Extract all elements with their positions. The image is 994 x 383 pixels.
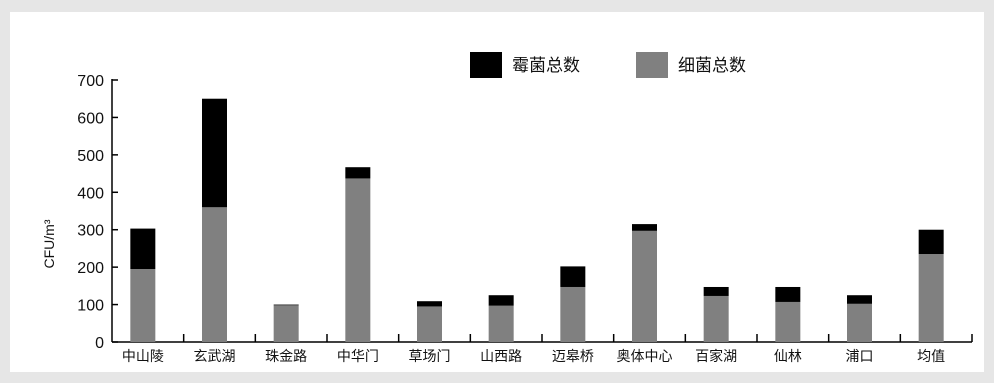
bar-bacteria-11	[918, 254, 944, 342]
category-label: 均值	[917, 349, 945, 365]
bar-mold-10	[847, 295, 872, 304]
y-ticks: 0 100 200 300 400 500 600 700	[77, 73, 118, 352]
legend-label: 霉菌总数	[512, 56, 580, 76]
y-tick-label: 300	[77, 223, 104, 240]
category-labels: 中山陵 玄武湖 珠金路 中华门 草场门 山西路 迈皋桥 奥体中心 百家湖 仙林 浦口 均值	[122, 348, 945, 365]
bar-bacteria-1	[202, 207, 227, 342]
bar-mold-1	[202, 98, 227, 208]
bar-bacteria-3	[345, 178, 371, 342]
y-axis-label: CFU/m³	[41, 219, 57, 268]
y-tick-label: 0	[95, 335, 104, 352]
category-label: 玄武湖	[194, 348, 236, 365]
bar-bacteria-4	[417, 306, 442, 342]
legend-swatch	[470, 52, 502, 78]
bar-mold-9	[775, 286, 801, 302]
y-tick-label: 400	[77, 185, 104, 202]
bar-mold-0	[130, 228, 156, 270]
y-tick-label: 600	[77, 110, 104, 127]
legend-label: 细菌总数	[678, 56, 746, 76]
bar-bacteria-8	[703, 295, 729, 342]
y-tick-label: 100	[77, 298, 104, 315]
category-label: 仙林	[774, 349, 802, 365]
y-tick-label: 200	[77, 260, 104, 277]
bar-mold-6	[560, 266, 586, 287]
bar-mold-8	[703, 286, 729, 296]
category-label: 迈皋桥	[552, 349, 594, 365]
bar-bacteria-0	[130, 269, 156, 342]
bar-mold-5	[488, 295, 514, 306]
bar-mold-2	[273, 304, 299, 306]
bar-bacteria-5	[488, 305, 514, 342]
category-label: 浦口	[846, 349, 874, 365]
bar-mold-3	[345, 167, 371, 179]
bar-bacteria-10	[847, 303, 872, 342]
bar-bacteria-7	[632, 230, 657, 342]
y-tick-label: 500	[77, 148, 104, 165]
bar-bacteria-6	[560, 286, 586, 342]
category-label: 草场门	[409, 349, 451, 365]
category-label: 珠金路	[265, 349, 307, 365]
legend: 霉菌总数 细菌总数	[470, 52, 746, 78]
bar-mold-11	[918, 229, 944, 255]
bar-mold-7	[632, 224, 657, 231]
category-label: 奥体中心	[617, 348, 673, 365]
category-label: 山西路	[480, 349, 522, 365]
category-label: 百家湖	[695, 348, 737, 365]
legend-swatch	[636, 52, 668, 78]
x-ticks	[182, 334, 973, 342]
stacked-bar-chart: CFU/m³ 0100200300400500600700 中山陵 玄武湖 珠金路中…	[41, 52, 973, 365]
y-tick-label: 700	[77, 73, 104, 90]
chart-panel: CFU/m³ 0 100 200 300 400 500 600 700 中山陵 玄武湖 珠金路中…	[10, 12, 984, 372]
bar-bacteria-9	[775, 301, 801, 342]
bar-mold-4	[417, 301, 442, 307]
bars	[130, 98, 944, 342]
bar-bacteria-2	[273, 305, 299, 342]
category-label: 中华门	[337, 349, 379, 365]
category-label: 中山陵	[122, 349, 164, 365]
